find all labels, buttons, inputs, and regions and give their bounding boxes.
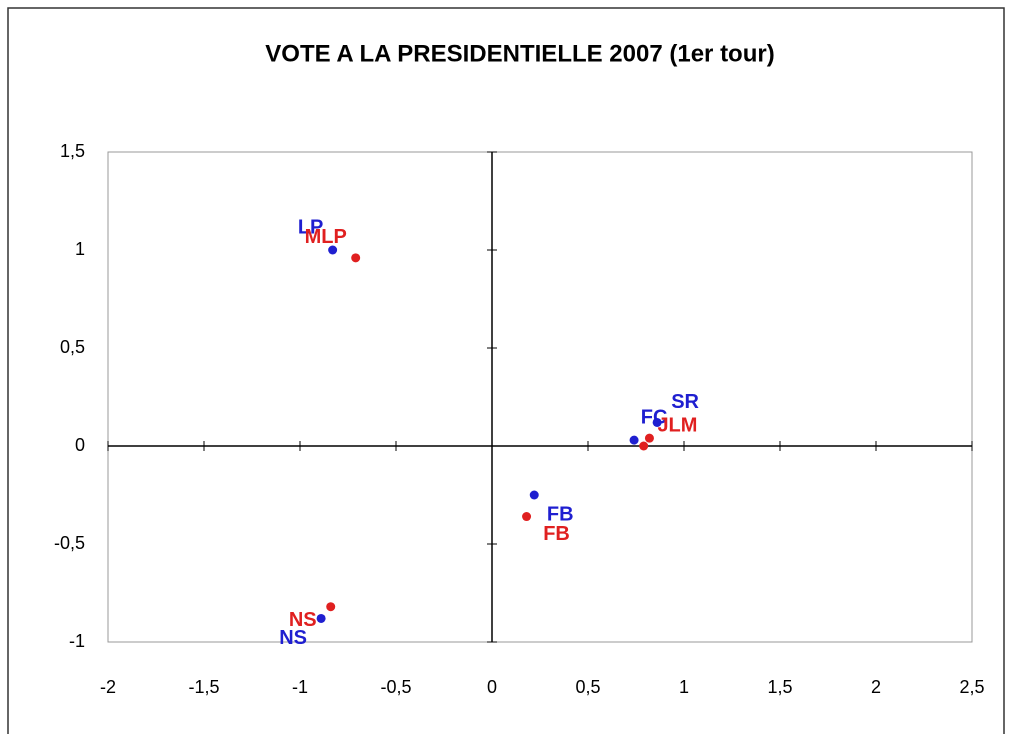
x-tick-label: 0 xyxy=(487,677,497,697)
x-tick-label: 2 xyxy=(871,677,881,697)
x-tick-label: -2 xyxy=(100,677,116,697)
point xyxy=(316,613,326,623)
chart-frame xyxy=(7,7,1005,734)
point-label: MLP xyxy=(305,226,347,248)
point xyxy=(326,602,336,612)
point xyxy=(522,512,532,522)
point xyxy=(639,441,649,451)
y-tick-label: -0,5 xyxy=(54,533,85,553)
y-tick-label: 0,5 xyxy=(60,337,85,357)
y-tick-label: 1,5 xyxy=(60,141,85,161)
plot-area xyxy=(107,151,973,643)
x-tick-label: 1 xyxy=(679,677,689,697)
x-tick-label: -0,5 xyxy=(380,677,411,697)
x-tick-label: -1 xyxy=(292,677,308,697)
point xyxy=(629,435,639,445)
chart-title: VOTE A LA PRESIDENTIELLE 2007 (1er tour) xyxy=(265,40,774,67)
point-label: NS xyxy=(289,609,317,631)
y-tick-label: 1 xyxy=(75,239,85,259)
point xyxy=(652,417,662,427)
point-label: SR xyxy=(671,391,699,413)
point-label: NS xyxy=(279,627,307,649)
point-label: FB xyxy=(547,503,574,525)
point xyxy=(529,490,539,500)
point xyxy=(351,253,361,263)
x-tick-label: -1,5 xyxy=(188,677,219,697)
point-label: FB xyxy=(543,523,570,545)
y-tick-label: 0 xyxy=(75,435,85,455)
x-tick-label: 2,5 xyxy=(959,677,984,697)
point xyxy=(328,245,338,255)
x-tick-label: 0,5 xyxy=(575,677,600,697)
y-tick-label: -1 xyxy=(69,631,85,651)
point-label: JLM xyxy=(657,414,697,436)
x-tick-label: 1,5 xyxy=(767,677,792,697)
point xyxy=(644,433,654,443)
point-label: LP xyxy=(298,216,324,238)
